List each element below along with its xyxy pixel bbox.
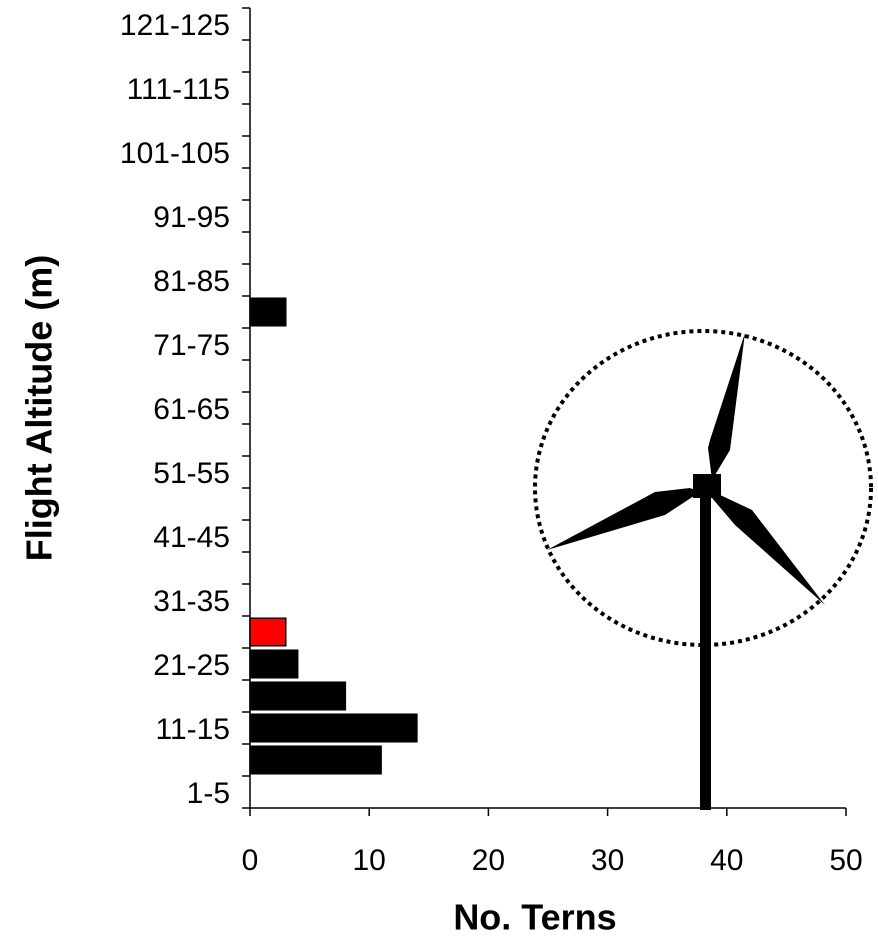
wind-turbine <box>533 329 873 810</box>
x-axis-title: No. Terns <box>453 897 616 938</box>
y-tick-label: 1-5 <box>187 777 230 810</box>
blade <box>547 488 700 550</box>
bar <box>249 297 287 327</box>
y-tick-label: 21-25 <box>153 649 230 682</box>
x-tick-label: 0 <box>242 844 259 877</box>
y-tick-label: 41-45 <box>153 521 230 554</box>
y-tick-label: 101-105 <box>120 137 230 170</box>
y-tick-label: 121-125 <box>120 9 230 42</box>
y-tick-label: 81-85 <box>153 265 230 298</box>
bar <box>249 745 382 775</box>
bar <box>249 649 299 679</box>
bar <box>249 617 287 647</box>
x-tick-label: 50 <box>829 844 862 877</box>
y-tick-label: 51-55 <box>153 457 230 490</box>
hub <box>693 474 721 498</box>
blade <box>708 333 745 480</box>
x-tick-label: 10 <box>353 844 386 877</box>
y-tick-label: 111-115 <box>127 73 230 106</box>
blade <box>712 494 825 605</box>
bar <box>249 681 347 711</box>
x-tick-label: 40 <box>710 844 743 877</box>
y-tick-label: 61-65 <box>153 393 230 426</box>
y-tick-label: 11-15 <box>155 713 230 746</box>
tower <box>700 488 711 810</box>
x-tick-label: 30 <box>591 844 624 877</box>
y-axis-title: Flight Altitude (m) <box>19 255 60 562</box>
y-tick-label: 71-75 <box>153 329 230 362</box>
y-tick-label: 31-35 <box>153 585 230 618</box>
y-tick-label: 91-95 <box>153 201 230 234</box>
bar <box>249 713 418 743</box>
x-tick-label: 20 <box>472 844 505 877</box>
rotor-circle <box>533 329 873 647</box>
